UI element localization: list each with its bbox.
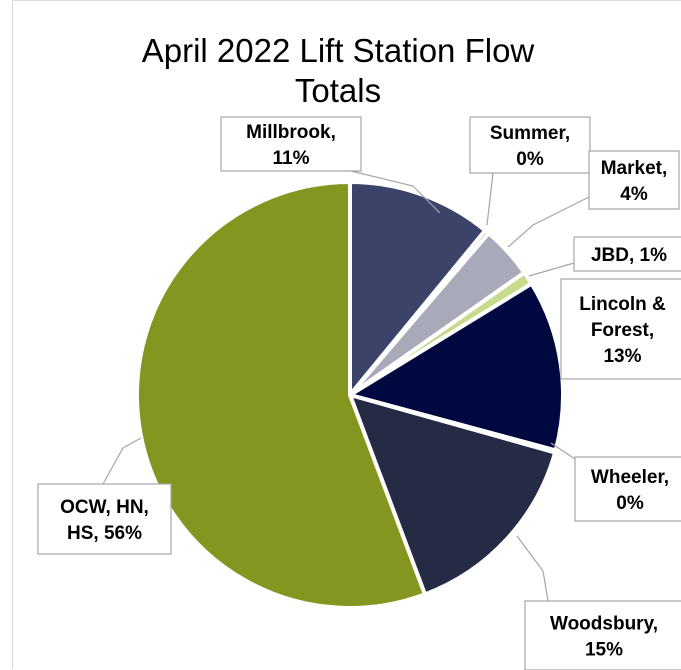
data-label-text: Wheeler, [591, 467, 669, 488]
data-label-text: Millbrook, [246, 122, 336, 143]
chart-title-line-1: April 2022 Lift Station Flow [142, 32, 535, 69]
chart-title-line-2: Totals [295, 72, 381, 109]
data-label-text: OCW, HN, [60, 497, 149, 518]
data-label-lincoln-forest: Lincoln & Forest, 13% [560, 278, 681, 380]
pie-slice-ocw-hn-hs [135, 179, 428, 610]
data-label-text: JBD, 1% [591, 245, 667, 266]
leader-line [550, 442, 576, 460]
data-label-text: Lincoln & [579, 294, 666, 315]
data-label-text: 0% [616, 493, 644, 514]
data-label-market: Market, 4% [507, 150, 680, 248]
data-label-box [37, 483, 172, 555]
data-label-text: HS, 56% [67, 523, 142, 544]
pie-data-labels: Millbrook, 11% Summer, 0% Market, 4% JBD, 1% Li… [37, 116, 681, 670]
leader-line [350, 170, 441, 214]
data-label-box [573, 236, 681, 272]
data-label-text: Summer, [490, 123, 570, 144]
data-label-jbd: JBD, 1% [528, 236, 681, 277]
data-label-text: 4% [620, 184, 648, 205]
data-label-woodsbury: Woodsbury, 15% [516, 535, 681, 670]
leader-line [528, 262, 575, 277]
pie-chart: April 2022 Lift Station Flow Totals Mill… [37, 32, 681, 670]
leader-line [486, 172, 494, 226]
data-label-text: Market, [601, 158, 668, 179]
data-label-text: 15% [585, 640, 623, 661]
data-label-millbrook: Millbrook, 11% [220, 116, 441, 214]
data-label-text: Woodsbury, [550, 614, 658, 635]
data-label-text: 0% [516, 149, 544, 170]
leader-line [516, 535, 549, 602]
data-label-box [574, 456, 681, 522]
data-label-box [560, 278, 681, 380]
pie-slices [135, 179, 565, 610]
data-label-box [524, 600, 681, 670]
data-label-box [220, 116, 362, 172]
data-label-wheeler: Wheeler, 0% [550, 442, 681, 522]
data-label-text: 11% [273, 148, 310, 169]
chart-area: April 2022 Lift Station Flow Totals Mill… [12, 0, 681, 670]
leader-line [102, 437, 142, 485]
data-label-text: 13% [603, 346, 641, 367]
data-label-box [588, 150, 680, 210]
data-label-text: Forest, [591, 320, 654, 341]
data-label-summer: Summer, 0% [469, 116, 591, 226]
leader-line [507, 196, 590, 248]
pie-slice-woodsbury [346, 392, 558, 597]
data-label-ocw-hn-hs: OCW, HN, HS, 56% [37, 437, 172, 555]
data-label-box [469, 116, 591, 174]
